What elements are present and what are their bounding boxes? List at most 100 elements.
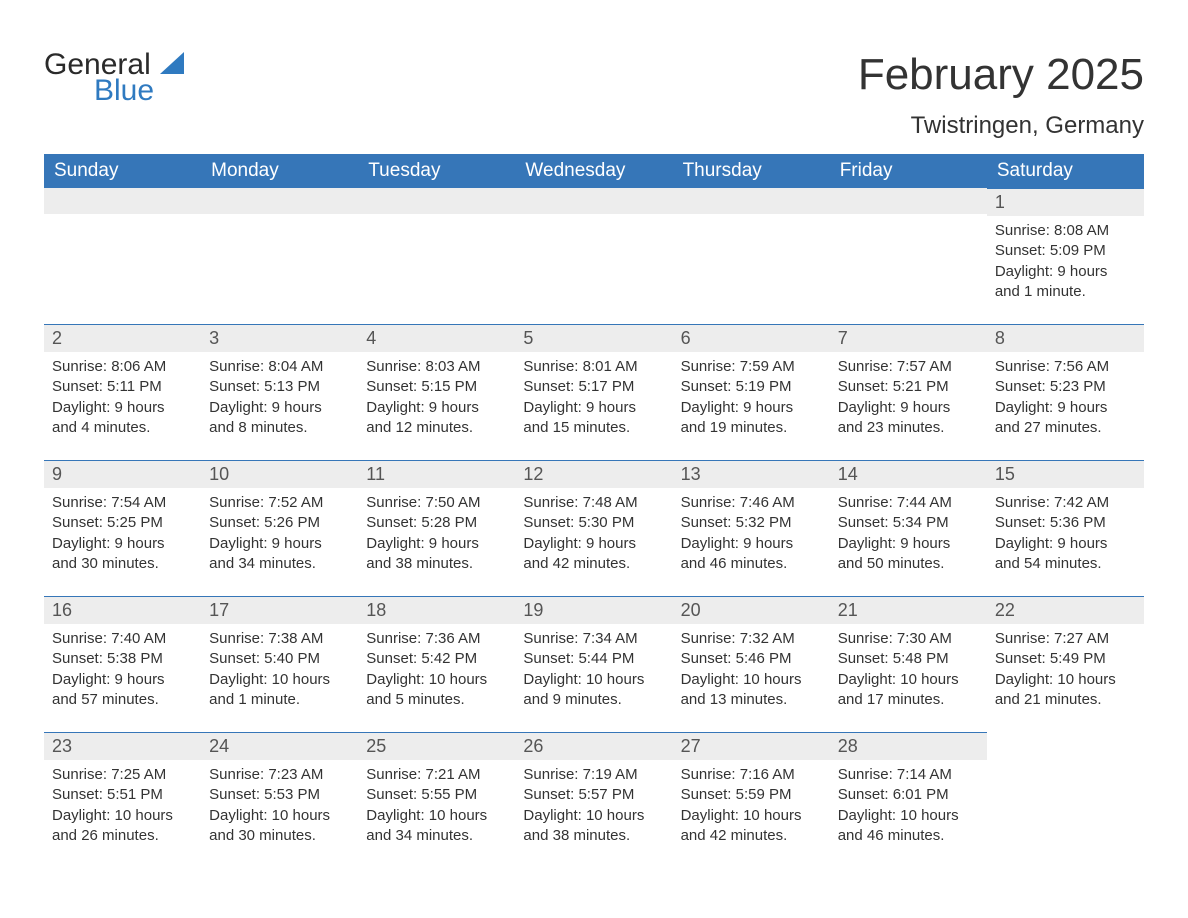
title-block: February 2025 Twistringen, Germany xyxy=(858,50,1144,140)
day-daylight1: Daylight: 9 hours xyxy=(523,534,664,554)
day-details: Sunrise: 7:54 AMSunset: 5:25 PMDaylight:… xyxy=(44,488,201,574)
day-number: 5 xyxy=(515,324,672,352)
logo-sail-icon xyxy=(160,52,184,74)
day-daylight1: Daylight: 10 hours xyxy=(523,806,664,826)
day-sunset: Sunset: 5:13 PM xyxy=(209,377,350,397)
day-daylight2: and 15 minutes. xyxy=(523,418,664,438)
day-cell: 14Sunrise: 7:44 AMSunset: 5:34 PMDayligh… xyxy=(830,460,987,596)
day-sunrise: Sunrise: 7:46 AM xyxy=(681,493,822,513)
day-sunset: Sunset: 5:09 PM xyxy=(995,241,1136,261)
day-sunset: Sunset: 5:26 PM xyxy=(209,513,350,533)
day-sunset: Sunset: 5:28 PM xyxy=(366,513,507,533)
day-cell: 17Sunrise: 7:38 AMSunset: 5:40 PMDayligh… xyxy=(201,596,358,732)
day-daylight2: and 30 minutes. xyxy=(209,826,350,846)
day-sunset: Sunset: 6:01 PM xyxy=(838,785,979,805)
day-number: 10 xyxy=(201,460,358,488)
day-sunrise: Sunrise: 7:38 AM xyxy=(209,629,350,649)
day-cell: 6Sunrise: 7:59 AMSunset: 5:19 PMDaylight… xyxy=(673,324,830,460)
day-cell: 10 Sunrise: 7:52 AMSunset: 5:26 PMDayligh… xyxy=(201,460,358,596)
day-sunrise: Sunrise: 7:30 AM xyxy=(838,629,979,649)
day-sunrise: Sunrise: 7:19 AM xyxy=(523,765,664,785)
day-details: Sunrise: 7:19 AMSunset: 5:57 PMDaylight:… xyxy=(515,760,672,846)
day-sunset: Sunset: 5:15 PM xyxy=(366,377,507,397)
day-details: Sunrise: 7:36 AMSunset: 5:42 PMDaylight:… xyxy=(358,624,515,710)
day-of-week-header: SundayMondayTuesdayWednesdayThursdayFrid… xyxy=(44,154,1144,188)
day-sunrise: Sunrise: 7:42 AM xyxy=(995,493,1136,513)
day-cell: 3Sunrise: 8:04 AMSunset: 5:13 PMDaylight… xyxy=(201,324,358,460)
day-number: 19 xyxy=(515,596,672,624)
day-sunset: Sunset: 5:42 PM xyxy=(366,649,507,669)
day-daylight1: Daylight: 10 hours xyxy=(681,670,822,690)
day-sunrise: Sunrise: 7:32 AM xyxy=(681,629,822,649)
day-details: Sunrise: 7:21 AMSunset: 5:55 PMDaylight:… xyxy=(358,760,515,846)
day-sunset: Sunset: 5:59 PM xyxy=(681,785,822,805)
day-daylight1: Daylight: 9 hours xyxy=(209,534,350,554)
day-number: 25 xyxy=(358,732,515,760)
day-number: 26 xyxy=(515,732,672,760)
day-cell xyxy=(358,188,515,324)
day-number: 9 xyxy=(44,460,201,488)
day-daylight2: and 8 minutes. xyxy=(209,418,350,438)
day-cell xyxy=(673,188,830,324)
day-daylight2: and 34 minutes. xyxy=(366,826,507,846)
day-details: Sunrise: 7:48 AMSunset: 5:30 PMDaylight:… xyxy=(515,488,672,574)
day-number: 3 xyxy=(201,324,358,352)
day-details: Sunrise: 7:27 AMSunset: 5:49 PMDaylight:… xyxy=(987,624,1144,710)
day-cell: 4Sunrise: 8:03 AMSunset: 5:15 PMDaylight… xyxy=(358,324,515,460)
day-daylight1: Daylight: 9 hours xyxy=(681,398,822,418)
day-sunset: Sunset: 5:55 PM xyxy=(366,785,507,805)
day-sunset: Sunset: 5:25 PM xyxy=(52,513,193,533)
day-sunset: Sunset: 5:49 PM xyxy=(995,649,1136,669)
day-cell: 28Sunrise: 7:14 AMSunset: 6:01 PMDayligh… xyxy=(830,732,987,868)
day-daylight1: Daylight: 9 hours xyxy=(52,398,193,418)
day-cell xyxy=(987,732,1144,868)
dow-cell: Friday xyxy=(830,154,987,188)
dow-cell: Tuesday xyxy=(358,154,515,188)
day-cell: 26Sunrise: 7:19 AMSunset: 5:57 PMDayligh… xyxy=(515,732,672,868)
day-daylight2: and 17 minutes. xyxy=(838,690,979,710)
day-sunrise: Sunrise: 7:21 AM xyxy=(366,765,507,785)
week-row: 23Sunrise: 7:25 AMSunset: 5:51 PMDayligh… xyxy=(44,732,1144,868)
day-sunset: Sunset: 5:23 PM xyxy=(995,377,1136,397)
day-sunrise: Sunrise: 7:48 AM xyxy=(523,493,664,513)
day-number-empty xyxy=(673,188,830,214)
day-sunrise: Sunrise: 7:52 AM xyxy=(209,493,350,513)
day-details: Sunrise: 8:03 AMSunset: 5:15 PMDaylight:… xyxy=(358,352,515,438)
day-daylight1: Daylight: 9 hours xyxy=(838,398,979,418)
day-number: 11 xyxy=(358,460,515,488)
day-sunrise: Sunrise: 7:16 AM xyxy=(681,765,822,785)
day-daylight2: and 57 minutes. xyxy=(52,690,193,710)
day-cell: 8Sunrise: 7:56 AMSunset: 5:23 PMDaylight… xyxy=(987,324,1144,460)
day-sunset: Sunset: 5:40 PM xyxy=(209,649,350,669)
day-number: 23 xyxy=(44,732,201,760)
day-daylight1: Daylight: 9 hours xyxy=(52,670,193,690)
day-number: 4 xyxy=(358,324,515,352)
day-details: Sunrise: 7:30 AMSunset: 5:48 PMDaylight:… xyxy=(830,624,987,710)
day-daylight1: Daylight: 10 hours xyxy=(52,806,193,826)
day-cell: 2Sunrise: 8:06 AMSunset: 5:11 PMDaylight… xyxy=(44,324,201,460)
day-daylight1: Daylight: 9 hours xyxy=(366,534,507,554)
day-sunrise: Sunrise: 7:44 AM xyxy=(838,493,979,513)
day-number: 22 xyxy=(987,596,1144,624)
day-number: 27 xyxy=(673,732,830,760)
day-daylight1: Daylight: 10 hours xyxy=(523,670,664,690)
day-details: Sunrise: 7:42 AMSunset: 5:36 PMDaylight:… xyxy=(987,488,1144,574)
day-cell: 18Sunrise: 7:36 AMSunset: 5:42 PMDayligh… xyxy=(358,596,515,732)
day-number-empty xyxy=(515,188,672,214)
day-number: 7 xyxy=(830,324,987,352)
day-number: 20 xyxy=(673,596,830,624)
logo-word-blue: Blue xyxy=(94,76,154,106)
day-daylight1: Daylight: 9 hours xyxy=(995,262,1136,282)
day-sunrise: Sunrise: 7:54 AM xyxy=(52,493,193,513)
day-cell: 13Sunrise: 7:46 AMSunset: 5:32 PMDayligh… xyxy=(673,460,830,596)
day-details: Sunrise: 8:04 AMSunset: 5:13 PMDaylight:… xyxy=(201,352,358,438)
day-sunrise: Sunrise: 8:04 AM xyxy=(209,357,350,377)
day-sunrise: Sunrise: 7:23 AM xyxy=(209,765,350,785)
location-label: Twistringen, Germany xyxy=(858,112,1144,140)
day-sunset: Sunset: 5:32 PM xyxy=(681,513,822,533)
day-daylight2: and 19 minutes. xyxy=(681,418,822,438)
day-daylight1: Daylight: 10 hours xyxy=(838,670,979,690)
day-sunset: Sunset: 5:19 PM xyxy=(681,377,822,397)
dow-cell: Saturday xyxy=(987,154,1144,188)
week-row: 9Sunrise: 7:54 AMSunset: 5:25 PMDaylight… xyxy=(44,460,1144,596)
